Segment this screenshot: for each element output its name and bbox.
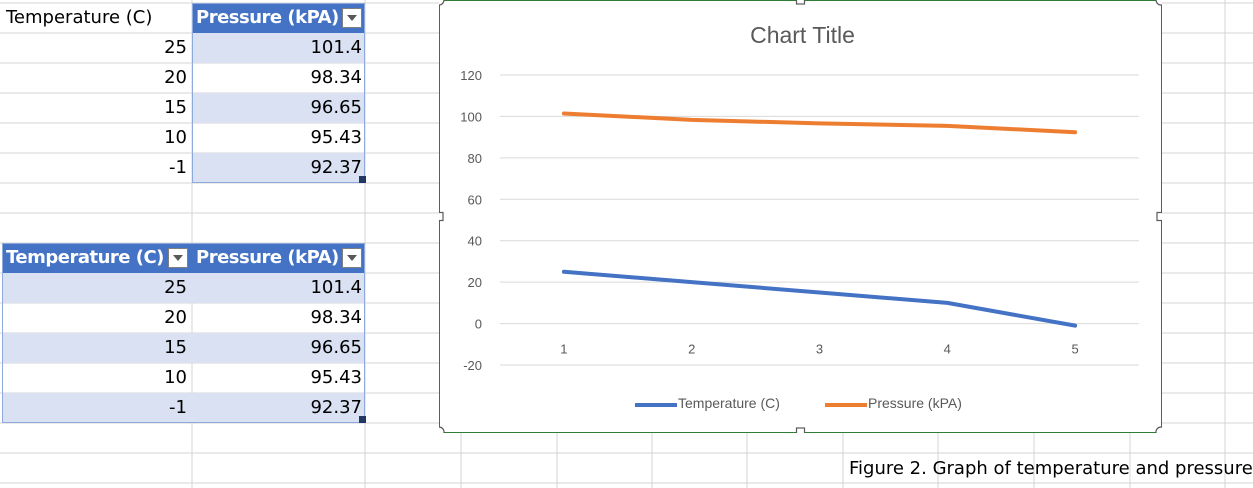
table2-pressure-cell[interactable]: 98.34	[310, 307, 362, 328]
y-tick-label: 120	[460, 68, 482, 83]
y-tick-label: 40	[468, 234, 482, 249]
chart-resize-handle[interactable]	[1156, 211, 1162, 222]
table1-pressure-cell[interactable]: 96.65	[310, 97, 362, 118]
table1-band-row-3	[192, 93, 365, 123]
x-tick-label: 2	[688, 342, 695, 357]
x-tick-label: 3	[816, 342, 823, 357]
table2-header-temperature[interactable]: Temperature (C)	[2, 243, 192, 273]
table1-temp-cell[interactable]: 15	[164, 97, 187, 118]
y-tick-label: -20	[463, 358, 482, 373]
series-line-pressure[interactable]	[561, 111, 1078, 135]
table2-header-pressure-label: Pressure (kPA)	[196, 247, 339, 268]
y-tick-label: 20	[468, 275, 482, 290]
table2-pressure-cell[interactable]: 101.4	[310, 277, 362, 298]
table2-temp-cell[interactable]: -1	[169, 397, 187, 418]
chart-resize-handle[interactable]	[1155, 0, 1162, 6]
table2-temp-cell[interactable]: 10	[164, 367, 187, 388]
table2-pressure-filter-dropdown-button[interactable]	[342, 248, 362, 268]
chart-resize-handle[interactable]	[795, 427, 806, 433]
table1-temp-cell[interactable]: 20	[164, 67, 187, 88]
x-tick-label: 4	[944, 342, 951, 357]
legend-label[interactable]: Pressure (kPA)	[868, 395, 962, 411]
table1-filter-dropdown-button[interactable]	[342, 8, 362, 28]
table2-band-row-5	[2, 393, 365, 423]
table1-border	[192, 3, 365, 183]
table1-pressure-cell[interactable]: 95.43	[310, 127, 362, 148]
legend-label[interactable]: Temperature (C)	[678, 395, 780, 411]
table1-header-label: Pressure (kPA)	[196, 7, 339, 28]
table1-temp-cell[interactable]: 25	[164, 37, 187, 58]
table2-pressure-cell[interactable]: 95.43	[310, 367, 362, 388]
table2-pressure-cell[interactable]: 92.37	[310, 397, 362, 418]
x-tick-label: 1	[560, 342, 567, 357]
table2-header-temperature-label: Temperature (C)	[6, 247, 164, 268]
chart-resize-handle[interactable]	[439, 211, 444, 222]
table2-resize-handle[interactable]	[359, 416, 366, 423]
table1-resize-handle[interactable]	[359, 176, 366, 183]
table2-temp-cell[interactable]: 20	[164, 307, 187, 328]
table1-temp-cell[interactable]: -1	[169, 157, 187, 178]
table2-band-row-3	[2, 333, 365, 363]
series-line-temperature[interactable]	[561, 269, 1078, 328]
chart-resize-handle[interactable]	[795, 0, 806, 5]
table1-temp-cell[interactable]: 10	[164, 127, 187, 148]
table1-pressure-cell[interactable]: 92.37	[310, 157, 362, 178]
line-chart[interactable]: Chart Title -20 0 20 40 60 80 100 120 1 2 3 4 5 Temper…	[439, 0, 1162, 433]
y-tick-label: 80	[468, 151, 482, 166]
table1-header-pressure[interactable]: Pressure (kPA)	[192, 3, 365, 33]
chart-title[interactable]: Chart Title	[750, 22, 855, 48]
chart-resize-handle[interactable]	[439, 0, 445, 6]
chart-resize-handle[interactable]	[439, 426, 445, 433]
table1-band-row-5	[192, 153, 365, 183]
y-tick-label: 100	[460, 109, 482, 124]
table1-band-row-1	[192, 33, 365, 63]
table2-band-row-1	[2, 273, 365, 303]
table2-temperature-filter-dropdown-button[interactable]	[168, 248, 188, 268]
chart-frame	[439, 0, 1162, 433]
table2-temp-cell[interactable]: 15	[164, 337, 187, 358]
x-tick-label: 5	[1071, 342, 1078, 357]
table2-border	[2, 243, 365, 423]
table1-pressure-cell[interactable]: 101.4	[310, 37, 362, 58]
table2-temp-cell[interactable]: 25	[164, 277, 187, 298]
chart-resize-handle[interactable]	[1155, 426, 1162, 433]
figure-caption: Figure 2. Graph of temperature and press…	[849, 458, 1253, 479]
y-tick-label: 60	[468, 192, 482, 207]
table2-header-pressure[interactable]: Pressure (kPA)	[192, 243, 365, 273]
table2-pressure-cell[interactable]: 96.65	[310, 337, 362, 358]
y-tick-label: 0	[475, 317, 482, 332]
header-temperature-plain[interactable]: Temperature (C)	[6, 7, 153, 28]
table1-pressure-cell[interactable]: 98.34	[310, 67, 362, 88]
